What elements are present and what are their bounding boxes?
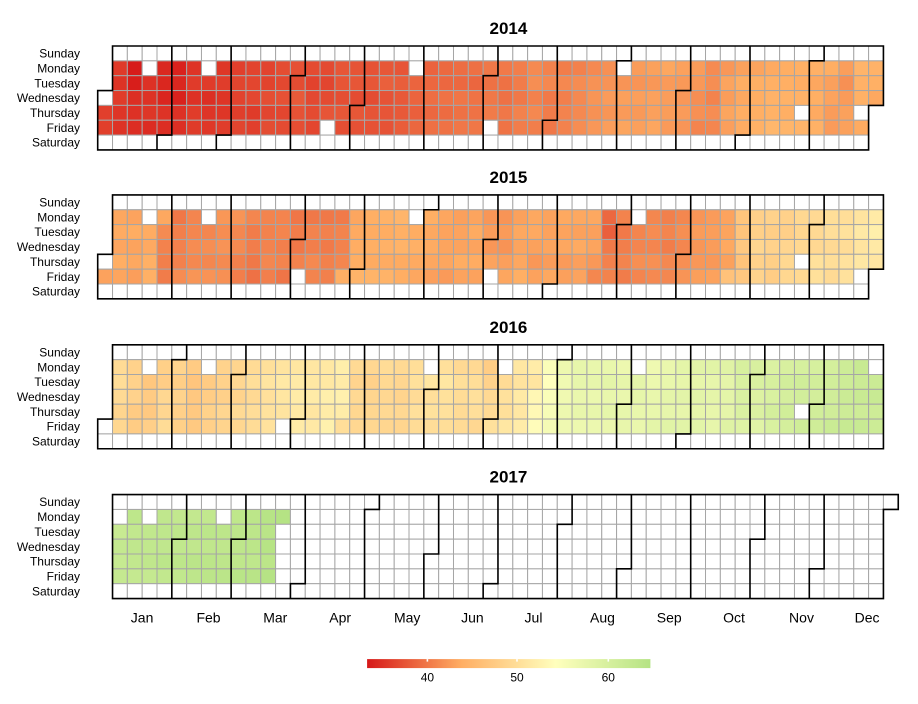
svg-text:Wednesday: Wednesday	[17, 240, 80, 254]
svg-text:Apr: Apr	[329, 610, 351, 626]
svg-text:Tuesday: Tuesday	[34, 225, 80, 239]
svg-text:Aug: Aug	[590, 610, 615, 626]
svg-text:Saturday: Saturday	[32, 285, 80, 299]
svg-text:Monday: Monday	[37, 510, 80, 524]
svg-text:Sep: Sep	[657, 610, 682, 626]
svg-text:Jul: Jul	[525, 610, 543, 626]
svg-text:Sunday: Sunday	[39, 47, 80, 61]
svg-text:Monday: Monday	[37, 62, 80, 76]
svg-text:Thursday: Thursday	[30, 106, 80, 120]
svg-text:Thursday: Thursday	[30, 255, 80, 269]
svg-text:Monday: Monday	[37, 360, 80, 374]
svg-text:Wednesday: Wednesday	[17, 540, 80, 554]
svg-text:Wednesday: Wednesday	[17, 390, 80, 404]
svg-text:2017: 2017	[489, 468, 527, 487]
svg-text:60: 60	[602, 671, 616, 685]
svg-text:Tuesday: Tuesday	[34, 76, 80, 90]
svg-text:Oct: Oct	[723, 610, 745, 626]
svg-text:Friday: Friday	[47, 570, 80, 584]
svg-text:2015: 2015	[489, 168, 527, 187]
svg-text:Saturday: Saturday	[32, 136, 80, 150]
svg-text:Feb: Feb	[196, 610, 220, 626]
svg-text:2016: 2016	[489, 318, 527, 337]
svg-text:Friday: Friday	[47, 420, 80, 434]
svg-text:Wednesday: Wednesday	[17, 91, 80, 105]
svg-text:Sunday: Sunday	[39, 345, 80, 359]
svg-text:Nov: Nov	[789, 610, 814, 626]
svg-text:May: May	[394, 610, 420, 626]
svg-text:Tuesday: Tuesday	[34, 375, 80, 389]
svg-text:Dec: Dec	[855, 610, 880, 626]
svg-text:Jan: Jan	[131, 610, 154, 626]
svg-text:Monday: Monday	[37, 210, 80, 224]
svg-text:Mar: Mar	[263, 610, 287, 626]
svg-text:Friday: Friday	[47, 270, 80, 284]
svg-text:Saturday: Saturday	[32, 584, 80, 598]
svg-text:Thursday: Thursday	[30, 405, 80, 419]
svg-text:50: 50	[510, 671, 524, 685]
svg-text:Saturday: Saturday	[32, 435, 80, 449]
svg-text:Tuesday: Tuesday	[34, 525, 80, 539]
svg-text:2014: 2014	[489, 19, 527, 38]
svg-text:Friday: Friday	[47, 121, 80, 135]
svg-text:Sunday: Sunday	[39, 495, 80, 509]
svg-text:40: 40	[421, 671, 435, 685]
svg-text:Thursday: Thursday	[30, 555, 80, 569]
svg-text:Jun: Jun	[461, 610, 484, 626]
svg-text:Sunday: Sunday	[39, 196, 80, 210]
